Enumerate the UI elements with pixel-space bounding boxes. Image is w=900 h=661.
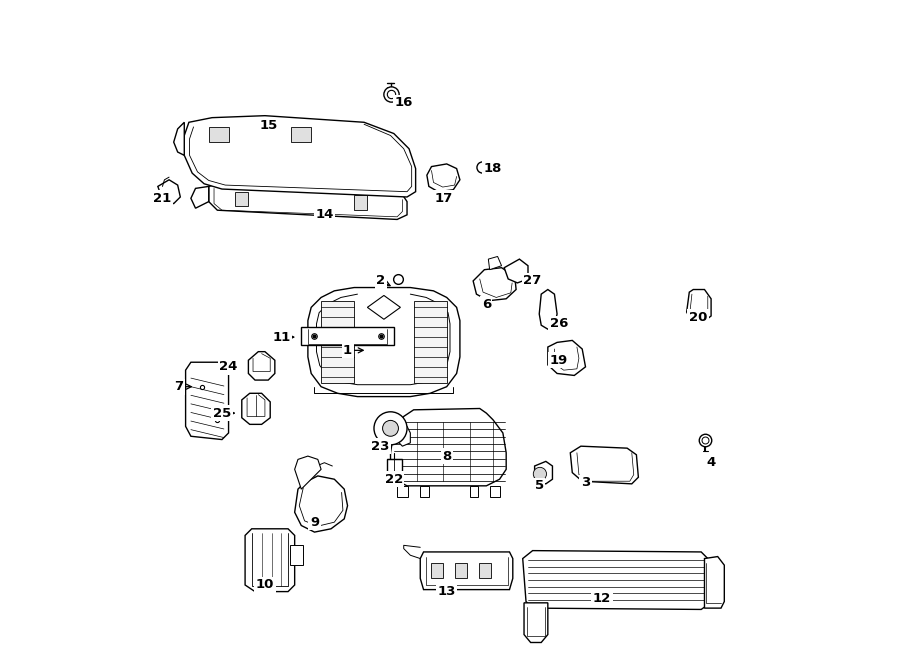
- Text: 14: 14: [315, 208, 334, 221]
- Polygon shape: [158, 180, 180, 204]
- Polygon shape: [489, 256, 501, 270]
- Polygon shape: [302, 327, 394, 345]
- Text: 24: 24: [220, 360, 238, 373]
- Polygon shape: [308, 288, 460, 397]
- Circle shape: [534, 467, 546, 481]
- Text: 20: 20: [688, 311, 707, 324]
- Polygon shape: [174, 122, 184, 155]
- Polygon shape: [431, 563, 444, 578]
- Polygon shape: [184, 116, 416, 197]
- Polygon shape: [524, 603, 548, 642]
- Polygon shape: [420, 552, 513, 590]
- Text: 22: 22: [384, 473, 403, 486]
- Polygon shape: [245, 529, 294, 592]
- Polygon shape: [396, 426, 410, 446]
- Polygon shape: [292, 127, 311, 142]
- Text: 9: 9: [310, 516, 320, 529]
- Polygon shape: [294, 476, 347, 532]
- Polygon shape: [414, 301, 446, 383]
- Polygon shape: [687, 290, 711, 323]
- Polygon shape: [185, 362, 229, 440]
- Text: 5: 5: [535, 479, 544, 492]
- Polygon shape: [470, 486, 479, 497]
- Polygon shape: [397, 486, 408, 497]
- Polygon shape: [191, 186, 209, 208]
- Text: 12: 12: [593, 592, 611, 605]
- Polygon shape: [535, 461, 553, 484]
- Polygon shape: [248, 352, 274, 380]
- Polygon shape: [420, 486, 428, 497]
- Text: 17: 17: [435, 192, 453, 205]
- Polygon shape: [705, 557, 725, 608]
- Polygon shape: [571, 446, 638, 484]
- Polygon shape: [427, 164, 460, 192]
- Polygon shape: [509, 266, 524, 279]
- Polygon shape: [209, 127, 229, 142]
- Polygon shape: [355, 195, 367, 210]
- Polygon shape: [387, 459, 402, 477]
- Polygon shape: [391, 408, 506, 486]
- Text: 8: 8: [442, 449, 451, 463]
- Text: 6: 6: [482, 297, 491, 311]
- Circle shape: [382, 420, 399, 436]
- Polygon shape: [479, 563, 491, 578]
- Polygon shape: [290, 545, 303, 565]
- Polygon shape: [473, 268, 516, 301]
- Polygon shape: [548, 340, 586, 375]
- Text: 1: 1: [343, 344, 352, 357]
- Text: 18: 18: [484, 162, 502, 175]
- Polygon shape: [235, 192, 248, 206]
- Polygon shape: [242, 393, 270, 424]
- Polygon shape: [209, 184, 407, 219]
- Text: 3: 3: [580, 476, 590, 489]
- Text: 7: 7: [175, 380, 184, 393]
- Text: 10: 10: [256, 578, 274, 592]
- Text: 16: 16: [394, 96, 413, 109]
- Text: 26: 26: [550, 317, 568, 330]
- Circle shape: [374, 412, 407, 445]
- Text: 4: 4: [706, 456, 716, 469]
- Text: 27: 27: [524, 274, 542, 288]
- Text: 23: 23: [372, 440, 390, 453]
- Text: 19: 19: [550, 354, 568, 367]
- Polygon shape: [321, 301, 355, 383]
- Polygon shape: [294, 456, 321, 489]
- Polygon shape: [523, 551, 707, 609]
- Text: 11: 11: [273, 330, 291, 344]
- Text: 2: 2: [376, 274, 385, 288]
- Polygon shape: [367, 295, 400, 319]
- Text: 25: 25: [212, 407, 231, 420]
- Polygon shape: [539, 290, 557, 329]
- Polygon shape: [490, 486, 500, 497]
- Polygon shape: [504, 259, 528, 283]
- Text: 13: 13: [437, 585, 456, 598]
- Polygon shape: [455, 563, 467, 578]
- Text: 21: 21: [153, 192, 172, 205]
- Text: 15: 15: [259, 119, 277, 132]
